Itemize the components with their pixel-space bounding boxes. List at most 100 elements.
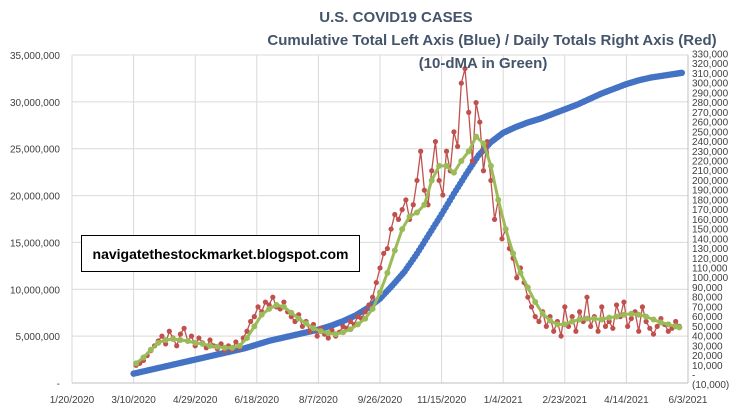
daily-point	[370, 294, 376, 300]
ma-point	[421, 201, 428, 208]
daily-point	[270, 294, 276, 300]
ma-point	[480, 140, 487, 147]
ma-point	[628, 310, 635, 317]
chart-title: U.S. COVID19 CASES	[319, 9, 473, 26]
ma-point	[650, 316, 657, 323]
y-right-tick-label: 210,000	[692, 166, 729, 177]
ma-point	[303, 320, 310, 327]
daily-point	[491, 216, 498, 222]
ma-point	[229, 344, 236, 351]
ma-point	[162, 336, 169, 343]
x-tick-label: 2/23/2021	[543, 395, 588, 406]
x-tick-label: 6/3/2021	[669, 395, 708, 406]
ma-point	[569, 318, 576, 325]
y-right-tick-label: 110,000	[692, 264, 728, 275]
ma-point	[576, 316, 583, 323]
ma-point	[243, 335, 250, 342]
daily-point	[499, 236, 505, 242]
y-right-tick-label: 50,000	[692, 322, 723, 333]
y-left-tick-label: 5,000,000	[16, 332, 61, 343]
daily-point	[451, 129, 457, 135]
y-left-tick-label: 25,000,000	[10, 145, 60, 156]
daily-point	[262, 299, 269, 305]
ma-point	[280, 303, 287, 310]
y-right-tick-label: 150,000	[692, 225, 729, 236]
ma-point	[495, 196, 502, 203]
daily-point	[366, 302, 372, 308]
ma-point	[325, 330, 332, 337]
daily-point	[410, 202, 416, 208]
daily-point	[281, 299, 287, 305]
y-right-tick-label: 230,000	[692, 147, 729, 158]
daily-point	[244, 328, 250, 334]
y-right-tick-label: 160,000	[692, 215, 729, 226]
daily-point	[514, 275, 520, 281]
ma-point	[295, 315, 302, 322]
ma-point	[332, 331, 339, 338]
ma-point	[258, 311, 265, 318]
y-right-tick-label: 310,000	[692, 69, 729, 80]
ma-point	[657, 319, 664, 326]
ma-point	[133, 360, 140, 367]
ma-point	[539, 310, 546, 317]
daily-point	[558, 333, 564, 339]
daily-point	[613, 302, 620, 308]
daily-point	[573, 328, 579, 334]
daily-point	[462, 65, 468, 72]
ma-point	[266, 305, 273, 312]
ma-point	[598, 316, 605, 323]
daily-point	[255, 304, 261, 310]
daily-point	[399, 207, 405, 213]
ma-point	[635, 311, 642, 318]
ma-point	[369, 305, 376, 312]
chart-subtitle-ma: (10-dMA in Green)	[418, 55, 548, 72]
y-right-tick-label: 190,000	[692, 186, 729, 197]
daily-point	[436, 177, 442, 184]
daily-point	[347, 318, 354, 325]
daily-point	[477, 119, 483, 125]
daily-point	[196, 335, 202, 341]
ma-point	[583, 315, 590, 322]
daily-point	[388, 226, 394, 232]
ma-point	[517, 269, 524, 276]
ma-point	[399, 226, 406, 233]
y-left-tick-label: 10,000,000	[10, 285, 60, 296]
y-right-tick-label: 300,000	[692, 79, 729, 90]
ma-point	[362, 315, 369, 322]
daily-point	[373, 279, 379, 286]
y-right-tick-label: 260,000	[692, 118, 729, 129]
daily-point	[233, 339, 239, 345]
y-right-tick-label: 70,000	[692, 302, 723, 313]
daily-point	[166, 328, 172, 334]
y-left-tick-label: 20,000,000	[10, 192, 60, 203]
chart-subtitle: Cumulative Total Left Axis (Blue) / Dail…	[267, 32, 717, 49]
y-right-tick-label: 330,000	[692, 50, 729, 61]
x-tick-label: 1/4/2021	[484, 395, 523, 406]
ma-point	[310, 325, 317, 332]
daily-point	[562, 304, 568, 310]
y-right-tick-label: 120,000	[692, 254, 729, 265]
y-right-tick-label: 180,000	[692, 195, 729, 206]
x-tick-label: 6/18/2020	[235, 395, 280, 406]
daily-point	[595, 328, 601, 334]
ma-point	[532, 299, 539, 306]
x-tick-label: 9/26/2020	[358, 395, 403, 406]
y-right-tick-label: 290,000	[692, 88, 729, 99]
ma-point	[340, 329, 347, 336]
ma-point	[140, 354, 147, 361]
ma-point	[221, 344, 228, 351]
daily-point	[525, 294, 531, 300]
y-right-tick-label: 80,000	[692, 293, 723, 304]
y-right-tick-label: 320,000	[692, 59, 729, 70]
y-right-tick-label: 250,000	[692, 127, 729, 138]
ma-point	[620, 311, 627, 318]
ma-point	[473, 133, 480, 140]
x-tick-label: 4/14/2021	[604, 395, 649, 406]
daily-point	[392, 211, 398, 218]
daily-point	[251, 314, 257, 320]
ma-point	[458, 158, 465, 164]
ma-point	[606, 314, 613, 321]
daily-point	[543, 323, 549, 329]
daily-point	[599, 304, 605, 310]
x-tick-label: 8/7/2020	[299, 395, 338, 406]
